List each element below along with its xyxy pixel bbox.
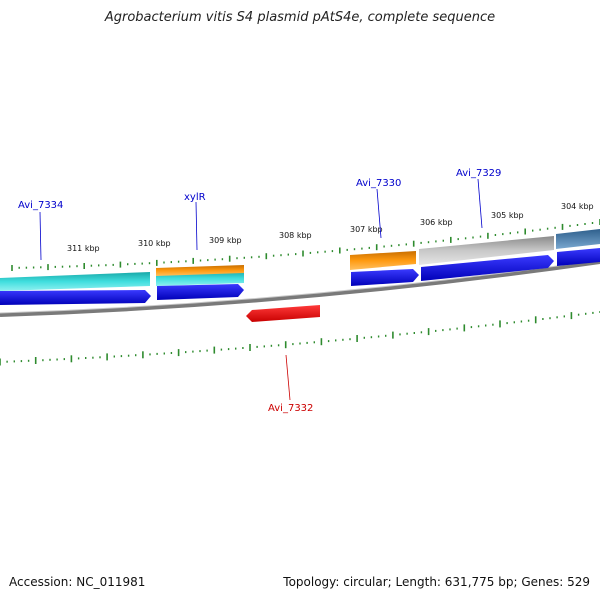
gene-label-avi7332[interactable]: Avi_7332 [268, 403, 313, 414]
gene-label-avi7334[interactable]: Avi_7334 [18, 200, 63, 211]
scale-label-304: 304 kbp [561, 202, 594, 211]
cds-arrow-avi7334[interactable] [0, 290, 151, 305]
cds-arrow-right-edge[interactable] [557, 248, 600, 266]
feature-track-outer [0, 229, 600, 291]
leader-avi7334 [39, 211, 42, 261]
cds-arrow-avi7329[interactable] [421, 255, 554, 281]
gene-label-avi7329[interactable]: Avi_7329 [456, 168, 501, 179]
cds-arrow-xylR[interactable] [157, 284, 244, 300]
scale-labels: 311 kbp 310 kbp 309 kbp 308 kbp 307 kbp … [67, 202, 594, 253]
scale-label-310: 310 kbp [138, 239, 171, 248]
orange-feature-avi7330[interactable] [350, 251, 416, 270]
cds-forward-track [0, 248, 600, 305]
gene-labels: Avi_7334 xylR Avi_7330 Avi_7329 Avi_7332 [18, 168, 501, 414]
cds-arrow-avi7330[interactable] [351, 269, 419, 286]
scale-label-308: 308 kbp [279, 231, 312, 240]
plasmid-backbone [0, 260, 600, 317]
topology-summary: Topology: circular; Length: 631,775 bp; … [283, 575, 590, 589]
cds-arrow-avi7332[interactable] [246, 305, 320, 322]
label-leaders [39, 178, 483, 401]
leader-avi7332 [285, 354, 291, 401]
scale-label-305: 305 kbp [491, 211, 524, 220]
outer-scale-ticks [11, 219, 600, 271]
cyan-feature-avi7334[interactable] [0, 272, 150, 291]
scale-label-311: 311 kbp [67, 244, 100, 253]
scale-label-306: 306 kbp [420, 218, 453, 227]
leader-avi7330 [376, 188, 382, 239]
gene-label-xylR[interactable]: xylR [184, 192, 206, 203]
scale-label-309: 309 kbp [209, 236, 242, 245]
inner-scale-ticks [0, 311, 600, 366]
scale-label-307: 307 kbp [350, 225, 383, 234]
leader-xylR [195, 201, 198, 251]
leader-avi7329 [477, 178, 483, 229]
steel-feature[interactable] [556, 229, 600, 249]
orange-feature-xylR[interactable] [156, 265, 244, 276]
grey-feature-avi7329[interactable] [419, 236, 554, 265]
accession-text: Accession: NC_011981 [9, 575, 146, 589]
plasmid-backbone-highlight [0, 259, 600, 314]
gene-label-avi7330[interactable]: Avi_7330 [356, 178, 401, 189]
map-title: Agrobacterium vitis S4 plasmid pAtS4e, c… [104, 10, 496, 25]
